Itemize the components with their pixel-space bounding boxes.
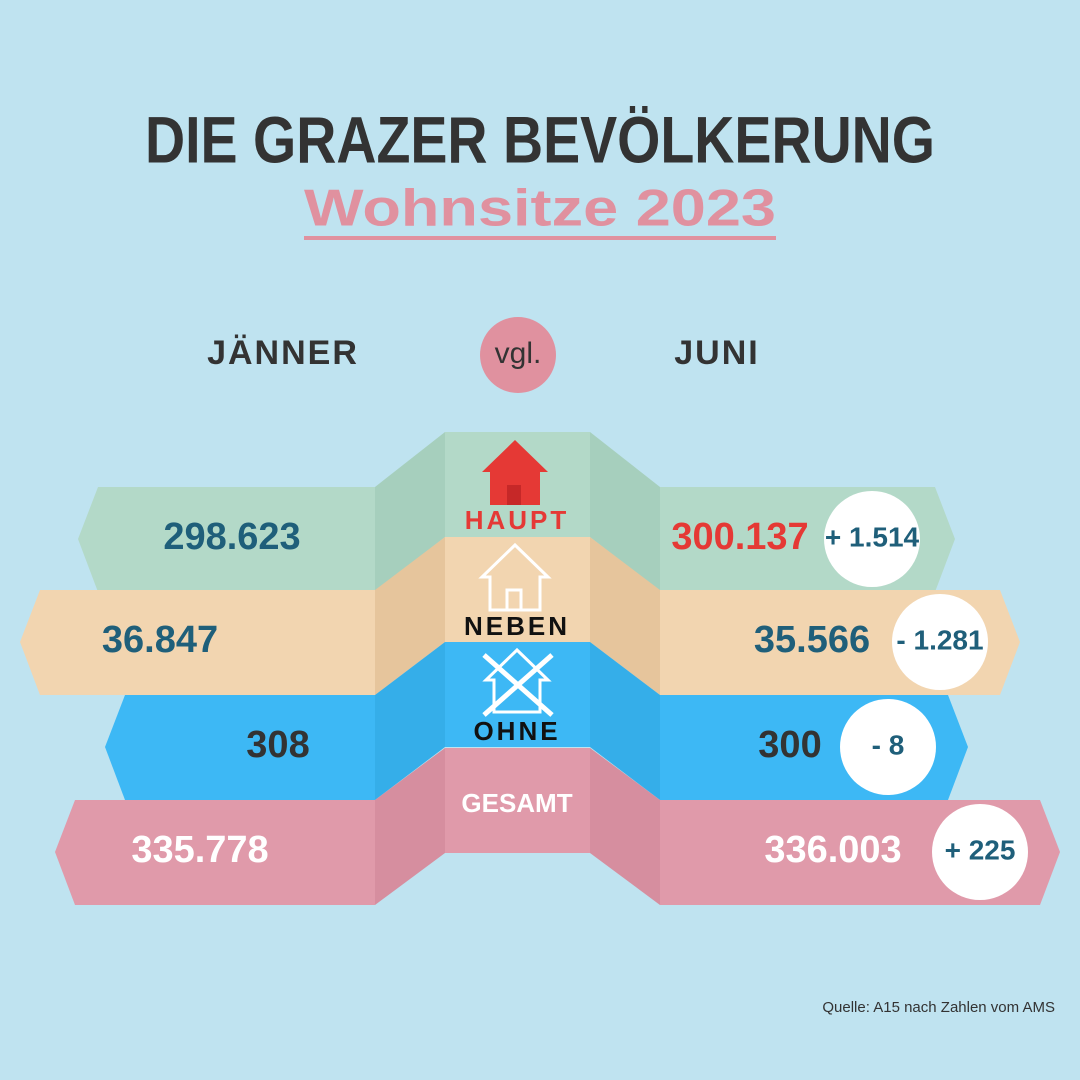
house-door [507,485,521,505]
january-value: 335.778 [131,829,268,871]
column-left: JÄNNER [207,334,359,372]
left-band [55,800,375,905]
change-value: + 1.514 [825,521,920,552]
change-circle [932,804,1028,900]
column-right: JUNI [674,334,759,372]
right-fold [590,748,660,905]
house-outline-icon [478,542,552,612]
left-fold [375,537,445,695]
january-value: 298.623 [163,516,300,558]
vgl-circle [480,317,556,393]
row-label: HAUPT [465,505,570,535]
january-value: 308 [246,724,309,766]
january-value: 36.847 [102,619,218,661]
column-middle: vgl. [495,337,542,370]
right-fold [590,642,660,800]
center-band [445,642,590,747]
source: Quelle: A15 nach Zahlen vom AMS [822,999,1055,1016]
house-crossed-icon [482,647,552,714]
change-circle [840,699,936,795]
row-label: GESAMT [461,788,572,818]
row-label: NEBEN [464,611,570,641]
cross [482,653,554,717]
left-fold [375,748,445,905]
june-value: 300.137 [671,516,808,558]
change-value: - 1.281 [896,624,983,655]
change-circle [892,594,988,690]
house-icon [482,440,548,505]
change-value: + 225 [945,834,1016,865]
left-band [20,590,375,695]
row: 308 300 - 8 [105,642,968,800]
row: 335.778 336.003 + 225 [55,748,1060,905]
icons [478,440,554,717]
center-band [445,748,590,853]
june-value: 336.003 [764,829,901,871]
june-value: 35.566 [754,619,870,661]
title: DIE GRAZER BEVÖLKERUNG [145,102,935,176]
right-fold [590,537,660,695]
left-band [78,487,375,592]
change-circle [824,491,920,587]
subtitle: Wohnsitze 2023 [304,180,776,238]
left-fold [375,432,445,592]
subtitle-underline [304,236,776,240]
row-label: OHNE [473,716,560,746]
right-fold [590,432,660,592]
left-band [105,695,375,800]
change-value: - 8 [872,729,905,760]
left-fold [375,642,445,800]
june-value: 300 [758,724,821,766]
